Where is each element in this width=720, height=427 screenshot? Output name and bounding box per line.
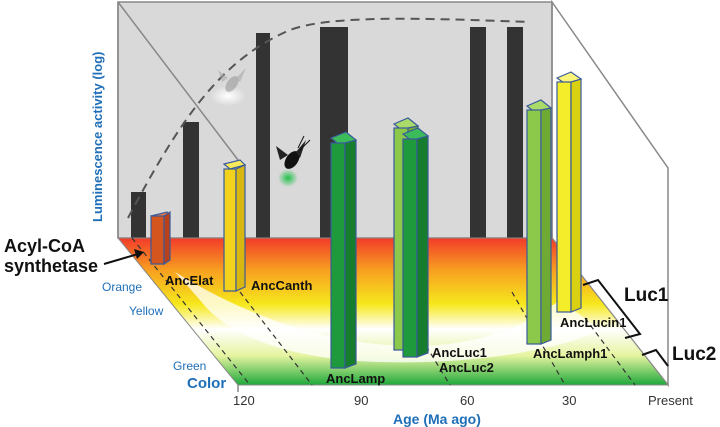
floor-white-region <box>175 272 600 363</box>
x-tick-30: 30 <box>562 393 576 408</box>
x-axis-label: Age (Ma ago) <box>393 411 481 427</box>
x-tick-90: 90 <box>354 393 368 408</box>
firefly-icon <box>276 135 311 187</box>
activity-trend-curve <box>127 17 531 219</box>
bar-anclamph1 <box>525 99 553 345</box>
luc1-label: Luc1 <box>624 285 669 306</box>
luc1-bracket <box>582 278 642 339</box>
bar-anccanth <box>222 159 247 292</box>
firefly-faded-icon <box>210 68 246 106</box>
color-tick-green: Green <box>173 359 206 373</box>
bar-label-ancluc2: AncLuc2 <box>439 360 494 375</box>
bar-label-ancelat: AncElat <box>165 273 214 288</box>
x-tick-60: 60 <box>460 393 474 408</box>
acyl-coa-label-line1: Acyl-CoA <box>4 236 85 256</box>
y-axis-label: Luminescence activity (log) <box>90 52 105 223</box>
back-bar <box>183 122 199 238</box>
luc2-bracket <box>641 348 669 367</box>
back-bar <box>256 33 270 238</box>
color-tick-yellow: Yellow <box>129 304 164 318</box>
bar-ancluc2 <box>401 127 430 358</box>
bar-label-anclamp: AncLamp <box>326 371 385 386</box>
bar-anclamp <box>329 131 358 369</box>
color-tick-orange: Orange <box>102 280 142 294</box>
bar-label-anccanth: AncCanth <box>251 278 312 293</box>
left-front-edge <box>117 1 239 161</box>
bar-label-anclamph1: AncLamph1 <box>533 346 607 361</box>
bar-anclucin1 <box>555 71 583 313</box>
color-axis-label: Color <box>187 375 226 392</box>
x-tick-120: 120 <box>233 393 255 408</box>
bar-label-ancluc1: AncLuc1 <box>432 345 487 360</box>
x-tick-present: Present <box>648 393 693 408</box>
back-bar <box>470 27 486 238</box>
acyl-coa-arrow <box>103 249 144 265</box>
acyl-coa-label-line2: synthetase <box>4 256 98 276</box>
luc2-label: Luc2 <box>672 344 716 365</box>
bar-label-anclucin1: AncLucin1 <box>560 315 626 330</box>
bar-ancelat <box>149 210 172 266</box>
back-bar <box>507 27 523 238</box>
